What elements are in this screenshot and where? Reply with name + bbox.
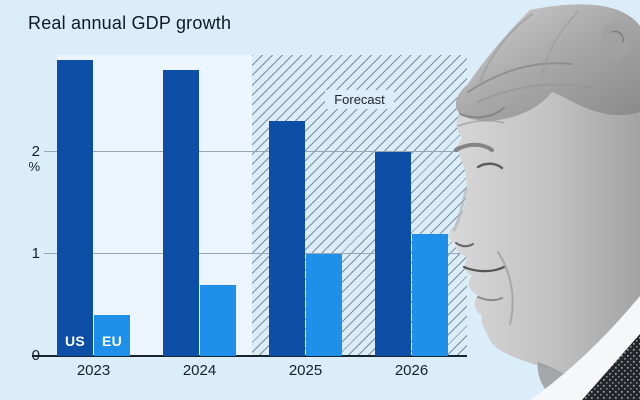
y-tick-label-2: 2 xyxy=(31,143,40,160)
x-tick-label-2026: 2026 xyxy=(394,362,429,379)
forecast-annotation: Forecast xyxy=(252,90,467,109)
bar-us-2026 xyxy=(375,152,411,356)
bar-us-2025 xyxy=(269,121,305,356)
series-label-us: US xyxy=(64,333,86,349)
bar-eu-2024 xyxy=(200,285,236,356)
x-tick-label-2025: 2025 xyxy=(288,362,323,379)
eyebrow xyxy=(454,142,494,152)
series-label-eu: EU xyxy=(101,333,123,349)
y-tick-label-1: 1 xyxy=(31,245,40,262)
tie xyxy=(582,334,640,400)
bar-eu-2025 xyxy=(306,254,342,356)
y-axis-unit-label: % xyxy=(28,159,40,174)
x-tick-label-2024: 2024 xyxy=(182,362,217,379)
y-tick-label-0: 0 xyxy=(31,347,40,364)
bar-us-2023: US xyxy=(57,60,93,356)
ear xyxy=(601,22,632,59)
x-tick-label-2023: 2023 xyxy=(76,362,111,379)
nostril xyxy=(455,242,474,248)
mouth xyxy=(462,265,506,273)
bar-us-2024 xyxy=(163,70,199,356)
forecast-annotation-text: Forecast xyxy=(325,90,394,109)
trump-portrait-photo xyxy=(440,0,640,400)
chart-title: Real annual GDP growth xyxy=(28,13,232,33)
gridline-2 xyxy=(44,151,467,152)
bar-eu-2026 xyxy=(412,234,448,356)
trump-profile-illustration xyxy=(448,4,640,400)
bar-eu-2023: EU xyxy=(94,315,130,356)
x-axis-line xyxy=(32,355,467,357)
gridline-1 xyxy=(44,253,467,254)
shirt-collar xyxy=(530,296,640,400)
eye xyxy=(476,162,504,170)
